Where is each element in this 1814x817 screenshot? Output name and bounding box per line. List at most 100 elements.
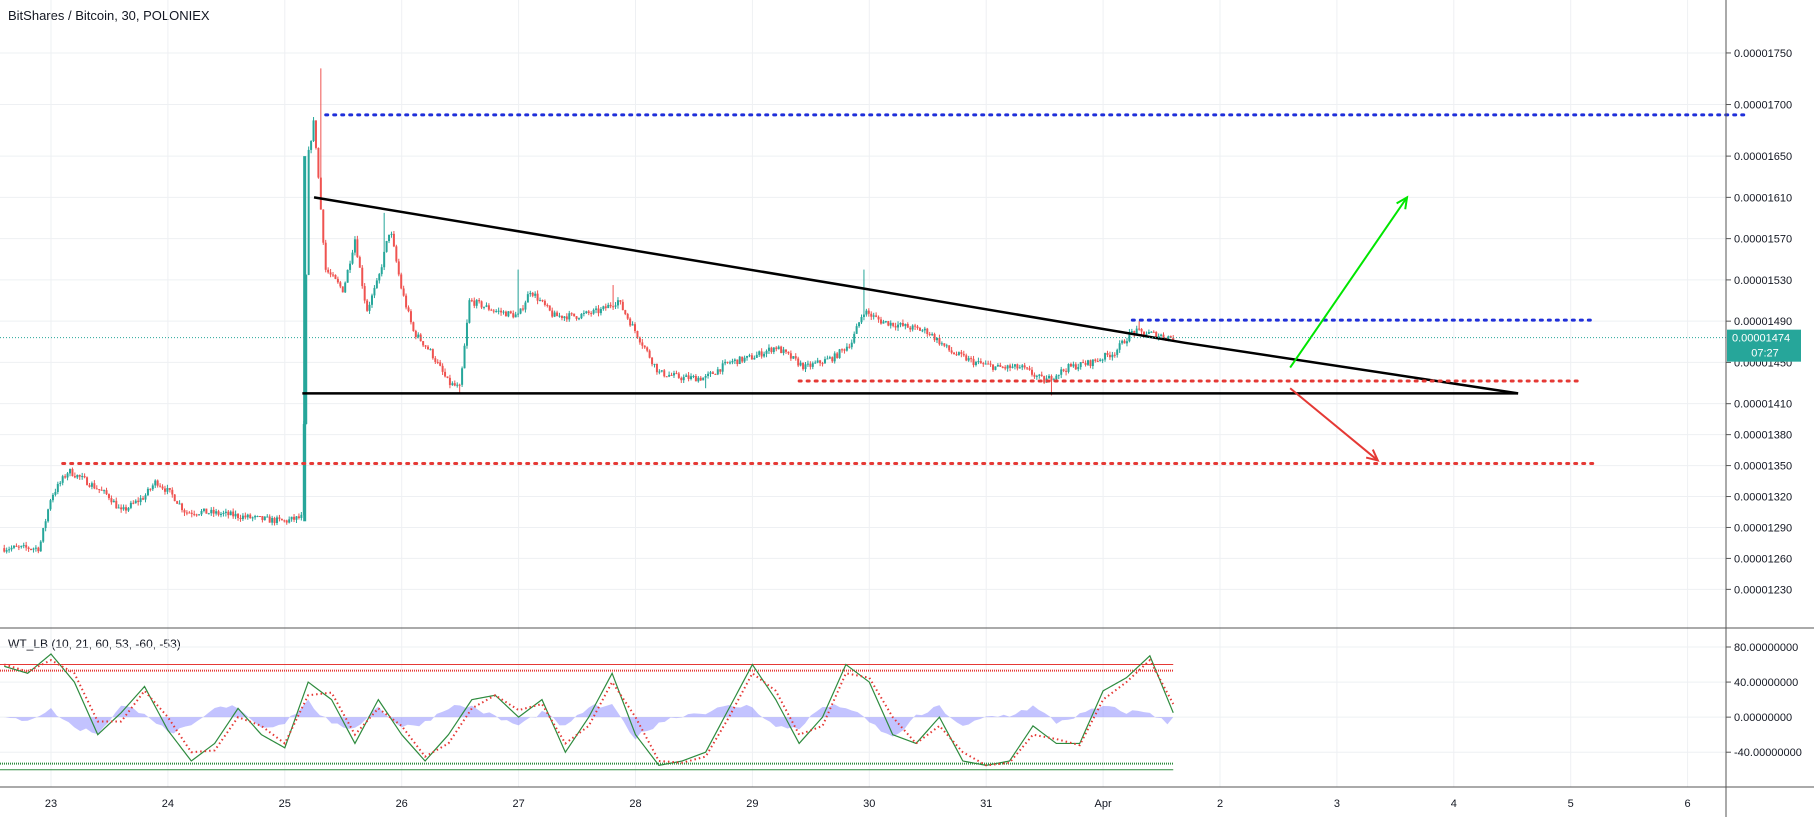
candle-body [1069, 363, 1072, 367]
candle-body [967, 358, 970, 361]
candle-body [458, 384, 461, 386]
candle-body [534, 293, 537, 296]
candle-body [1118, 343, 1121, 350]
y-tick-label: 0.00001750 [1734, 48, 1792, 60]
candle-body [936, 337, 939, 341]
candle-body [577, 318, 580, 320]
candle-body [918, 328, 921, 331]
candle-body [870, 313, 873, 317]
candle-body [1026, 367, 1029, 369]
candle-body [441, 365, 444, 372]
candle-body [597, 308, 600, 314]
candle-body [994, 366, 997, 370]
candle-body [405, 295, 408, 308]
candle-body [560, 315, 563, 319]
x-tick-label: 31 [980, 798, 992, 810]
candle-body [960, 352, 963, 354]
chart-title: BitShares / Bitcoin, 30, POLONIEX [8, 8, 210, 23]
candle-body [1106, 353, 1109, 355]
candle-body [607, 304, 610, 309]
candle-body [794, 356, 797, 359]
candle-body [332, 274, 335, 276]
candle-body [979, 361, 982, 364]
candle-body [1067, 363, 1070, 372]
candle-body [636, 331, 639, 338]
candle-body [334, 274, 337, 279]
candle-body [56, 483, 59, 492]
breakout-candle [303, 156, 307, 522]
candle-body [470, 300, 473, 302]
candle-body [804, 364, 807, 370]
candle-body [811, 363, 814, 367]
candle-body [346, 269, 349, 283]
candle-body [787, 351, 790, 354]
candle-body [1082, 362, 1085, 364]
candle-body [1099, 359, 1102, 362]
candle-body [293, 516, 296, 520]
candle-body [573, 313, 576, 317]
candle-body [882, 321, 885, 324]
candle-body [73, 476, 76, 478]
candle-body [258, 516, 261, 518]
candle-body [178, 503, 181, 505]
candle-body [575, 316, 578, 319]
candle-body [198, 514, 201, 516]
candle-body [616, 300, 619, 306]
candle-body [629, 318, 632, 326]
candle-body [273, 517, 276, 524]
candle-body [361, 267, 364, 287]
candle-body [1160, 334, 1163, 336]
candle-body [539, 300, 542, 302]
candle-body [285, 520, 288, 523]
candle-body [665, 376, 668, 378]
candle-body [989, 363, 992, 365]
x-tick-label: 2 [1217, 798, 1223, 810]
candle-body [349, 263, 352, 270]
candle-body [263, 516, 266, 521]
candle-body [210, 509, 213, 514]
candle-body [239, 517, 242, 520]
candle-body [407, 307, 410, 312]
candle-body [10, 547, 13, 550]
candle-body [899, 322, 902, 325]
candle-body [475, 300, 478, 306]
candle-body [1116, 349, 1119, 355]
candle-body [20, 545, 23, 547]
candle-body [819, 360, 822, 364]
candle-body [707, 373, 710, 376]
candle-body [283, 520, 286, 522]
candle-body [585, 311, 588, 313]
candle-body [716, 369, 719, 375]
candle-body [1011, 366, 1014, 368]
candle-body [27, 547, 30, 550]
candle-body [1113, 354, 1116, 356]
candle-body [76, 474, 79, 478]
candle-body [996, 364, 999, 367]
candle-body [741, 356, 744, 362]
candle-body [509, 311, 512, 314]
candle-body [1084, 363, 1087, 365]
candle-body [977, 361, 980, 363]
candle-body [129, 502, 132, 508]
candle-body [758, 351, 761, 355]
x-tick-label: 5 [1568, 798, 1574, 810]
candle-body [15, 545, 18, 547]
candle-body [61, 476, 64, 483]
candle-body [1152, 331, 1155, 333]
candle-body [680, 377, 683, 381]
candle-body [682, 376, 685, 381]
x-tick-label: 27 [512, 798, 524, 810]
candle-body [468, 300, 471, 323]
candle-body [687, 375, 690, 379]
x-tick-label: 25 [279, 798, 291, 810]
candle-body [290, 516, 293, 520]
candle-body [1145, 333, 1148, 335]
candle-body [427, 346, 430, 350]
candle-body [738, 356, 741, 365]
candle-body [987, 363, 990, 365]
candle-body [373, 287, 376, 296]
candle-body [1055, 375, 1058, 380]
candle-body [1077, 367, 1080, 370]
